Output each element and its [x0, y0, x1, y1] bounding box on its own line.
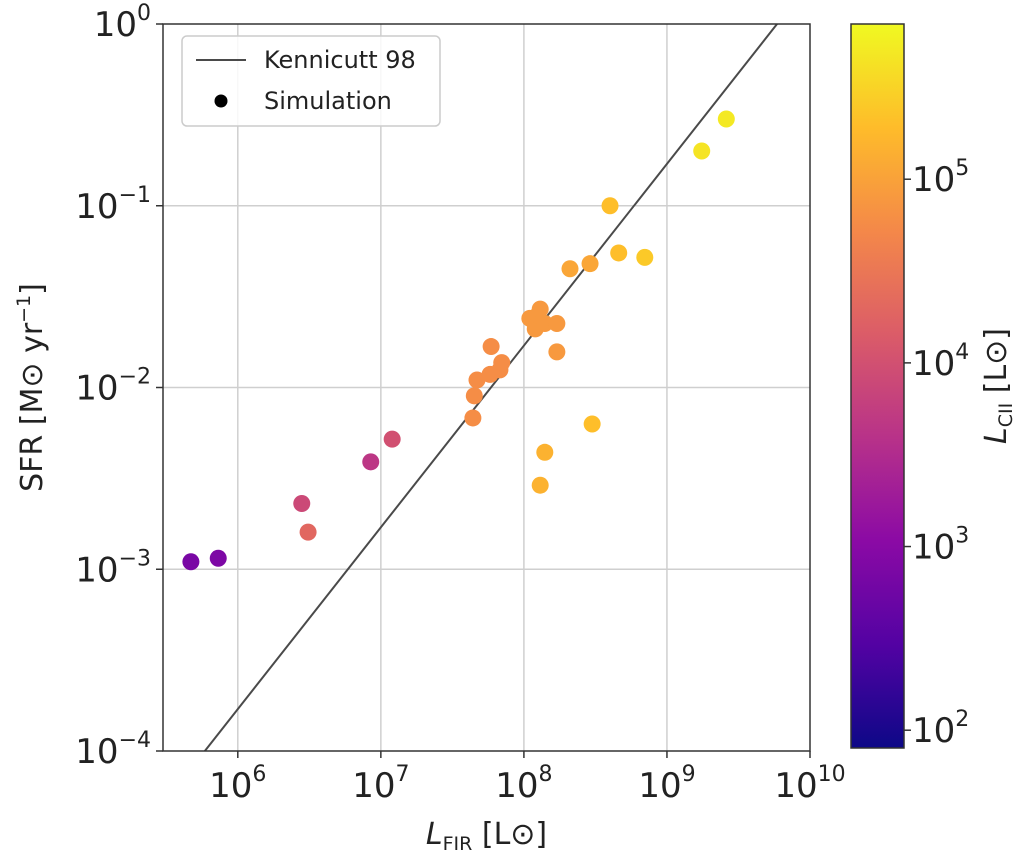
data-point-22 — [531, 476, 549, 494]
data-point-5 — [383, 430, 401, 448]
colorbar-tick-label-0: 102 — [912, 707, 969, 751]
x-tick-label-1: 107 — [352, 762, 409, 806]
tick-layer: 106 107 108 109 1010 10−4 10−3 10−2 10−1 100 — [75, 1, 845, 806]
data-point-16 — [531, 300, 549, 318]
data-point-8 — [468, 371, 486, 389]
colorbar-tick-label-3: 105 — [912, 156, 969, 200]
colorbar-tick-label-1: 103 — [912, 524, 969, 568]
data-point-21 — [581, 255, 599, 273]
data-point-27 — [636, 248, 654, 266]
y-tick-label-2: 10−2 — [75, 365, 151, 409]
y-tick-label-0: 10−4 — [75, 728, 151, 772]
data-point-10 — [482, 338, 500, 356]
data-point-17 — [536, 314, 554, 332]
y-axis-label: SFR [M⊙ yr−1] — [13, 283, 50, 492]
data-point-29 — [717, 110, 735, 128]
y-tick-label-1: 10−3 — [75, 546, 151, 590]
point-layer — [182, 110, 735, 571]
x-tick-label-3: 109 — [638, 762, 695, 806]
y-tick-label-3: 10−1 — [75, 183, 151, 227]
x-tick-label-4: 1010 — [774, 762, 845, 806]
data-point-4 — [362, 453, 380, 471]
colorbar-label: LCII [L⊙] — [979, 328, 1017, 444]
data-point-18 — [548, 314, 566, 332]
data-point-25 — [601, 197, 619, 215]
data-point-1 — [209, 549, 227, 567]
data-point-7 — [465, 387, 483, 405]
data-point-20 — [561, 260, 579, 278]
data-point-24 — [583, 415, 601, 433]
x-tick-label-2: 108 — [495, 762, 552, 806]
data-point-23 — [536, 443, 554, 461]
data-point-6 — [464, 409, 482, 427]
colorbar: 102 103 104 105 LCII [L⊙] — [850, 23, 1017, 751]
data-point-12 — [493, 354, 511, 372]
y-tick-label-4: 100 — [94, 1, 151, 45]
legend-label-kennicutt: Kennicutt 98 — [264, 46, 416, 74]
legend-marker-swatch — [214, 94, 228, 108]
grid-layer — [163, 24, 810, 751]
data-point-26 — [610, 244, 628, 262]
legend-label-simulation: Simulation — [264, 87, 392, 115]
data-point-28 — [693, 142, 711, 160]
axis-labels: LFIR [L⊙] SFR [M⊙ yr−1] — [13, 283, 547, 855]
kennicutt-98-line — [203, 24, 779, 751]
legend: Kennicutt 98 Simulation — [181, 35, 441, 127]
x-axis-label: LFIR [L⊙] — [426, 817, 547, 855]
colorbar-gradient — [850, 23, 905, 749]
data-point-2 — [293, 495, 311, 513]
data-point-0 — [182, 553, 200, 571]
data-point-19 — [548, 343, 566, 361]
data-point-3 — [299, 523, 317, 541]
legend-box — [181, 35, 441, 127]
x-tick-label-0: 106 — [209, 762, 266, 806]
line-layer — [203, 24, 779, 751]
colorbar-tick-label-2: 104 — [912, 340, 969, 384]
